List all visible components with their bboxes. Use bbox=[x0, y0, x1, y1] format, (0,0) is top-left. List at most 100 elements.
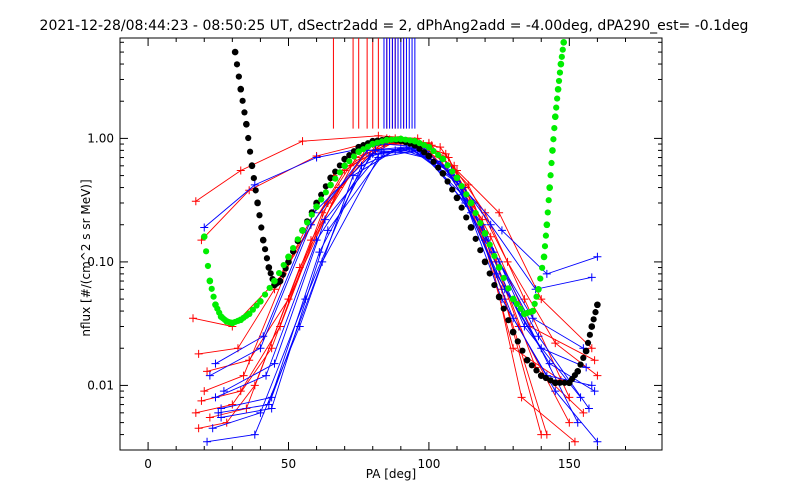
data-point-dot bbox=[528, 362, 535, 369]
data-point-dot bbox=[543, 221, 550, 229]
data-point-dot bbox=[318, 196, 325, 203]
data-point-plus bbox=[450, 161, 459, 170]
data-point-plus bbox=[262, 371, 271, 380]
data-point-dot bbox=[544, 209, 551, 216]
data-point-dot bbox=[322, 189, 329, 196]
data-point-dot bbox=[586, 331, 593, 338]
x-tick-label: 50 bbox=[281, 457, 296, 471]
data-point-plus bbox=[545, 359, 554, 368]
plot-frame bbox=[119, 37, 663, 451]
data-point-plus bbox=[315, 248, 324, 257]
y-tick-label: 0.10 bbox=[87, 255, 114, 269]
data-point-plus bbox=[551, 339, 560, 348]
data-point-dot bbox=[547, 377, 554, 384]
data-point-dot bbox=[444, 178, 451, 185]
data-point-plus bbox=[590, 356, 599, 365]
data-point-dot bbox=[463, 191, 470, 198]
data-point-dot bbox=[266, 284, 273, 292]
data-point-dot bbox=[594, 301, 601, 309]
series-clip-group bbox=[189, 38, 602, 446]
data-point-dot bbox=[584, 339, 592, 347]
data-point-plus bbox=[593, 437, 602, 446]
data-point-dot bbox=[495, 293, 503, 300]
data-point-plus bbox=[379, 149, 388, 158]
data-point-dot bbox=[467, 224, 474, 231]
data-point-plus bbox=[486, 220, 495, 229]
data-point-dot bbox=[402, 136, 409, 143]
data-point-plus bbox=[582, 363, 591, 372]
data-point-plus bbox=[217, 404, 226, 413]
data-point-dot bbox=[265, 264, 272, 271]
data-point-plus bbox=[528, 314, 537, 323]
data-point-plus bbox=[203, 437, 212, 446]
data-point-dot bbox=[290, 244, 297, 252]
data-point-plus bbox=[551, 387, 560, 396]
data-point-plus bbox=[256, 344, 265, 353]
data-point-dot bbox=[430, 147, 437, 155]
data-point-plus bbox=[270, 359, 279, 368]
data-point-plus bbox=[312, 153, 321, 162]
data-point-dot bbox=[552, 113, 559, 121]
data-point-dot bbox=[513, 300, 520, 308]
data-point-plus bbox=[245, 356, 254, 365]
data-point-dot bbox=[545, 197, 552, 204]
data-point-plus bbox=[205, 371, 214, 380]
data-point-plus bbox=[267, 404, 276, 413]
data-point-dot bbox=[555, 77, 563, 85]
data-point-plus bbox=[587, 344, 596, 353]
data-point-dot bbox=[208, 285, 215, 292]
data-point-plus bbox=[219, 387, 228, 396]
data-point-dot bbox=[560, 39, 567, 46]
data-point-dot bbox=[439, 170, 446, 177]
data-point-dot bbox=[336, 169, 343, 176]
data-point-plus bbox=[228, 400, 237, 409]
data-point-dot bbox=[285, 253, 292, 261]
data-point-dot bbox=[355, 148, 362, 155]
series-line bbox=[201, 142, 576, 443]
data-point-dot bbox=[245, 134, 252, 142]
data-point-dot bbox=[546, 184, 553, 192]
data-point-dot bbox=[245, 310, 253, 317]
data-point-dot bbox=[327, 182, 334, 189]
data-point-dot bbox=[336, 162, 343, 169]
data-point-dot bbox=[332, 175, 339, 182]
x-tick-label: 0 bbox=[144, 457, 152, 471]
data-point-dot bbox=[421, 141, 428, 149]
series-line bbox=[209, 139, 542, 435]
data-point-dot bbox=[458, 204, 465, 211]
data-point-plus bbox=[565, 418, 574, 427]
data-point-dot bbox=[550, 136, 557, 143]
data-point-dot bbox=[472, 235, 479, 242]
data-point-dot bbox=[263, 255, 271, 262]
data-point-plus bbox=[259, 332, 268, 341]
data-point-dot bbox=[360, 146, 367, 153]
data-point-dot bbox=[554, 95, 561, 102]
data-point-plus bbox=[587, 381, 596, 390]
data-point-dot bbox=[500, 274, 507, 282]
x-tick-label: 100 bbox=[417, 457, 440, 471]
data-point-plus bbox=[573, 418, 582, 427]
data-point-dot bbox=[256, 212, 263, 219]
data-point-dot bbox=[392, 136, 400, 143]
data-point-dot bbox=[540, 254, 548, 261]
axes-layer: 0 50 100 150 0.01 0.10 1.00 bbox=[87, 38, 662, 471]
data-point-dot bbox=[491, 281, 498, 289]
data-point-plus bbox=[200, 223, 209, 232]
data-point-dot bbox=[313, 203, 320, 211]
data-point-plus bbox=[203, 367, 212, 376]
data-point-dot bbox=[500, 305, 507, 312]
data-point-dot bbox=[248, 162, 256, 169]
data-point-dot bbox=[495, 264, 503, 271]
data-point-plus bbox=[191, 197, 200, 206]
data-point-dot bbox=[350, 148, 358, 155]
data-point-plus bbox=[593, 252, 602, 261]
data-point-plus bbox=[579, 408, 588, 417]
data-point-dot bbox=[308, 211, 315, 218]
data-point-dot bbox=[538, 372, 545, 379]
data-point-dot bbox=[261, 246, 269, 253]
data-point-plus bbox=[194, 424, 203, 433]
data-point-plus bbox=[537, 295, 546, 304]
data-point-dot bbox=[531, 300, 538, 307]
data-point-dot bbox=[341, 162, 348, 170]
x-axis-label: PA [deg] bbox=[366, 467, 416, 481]
